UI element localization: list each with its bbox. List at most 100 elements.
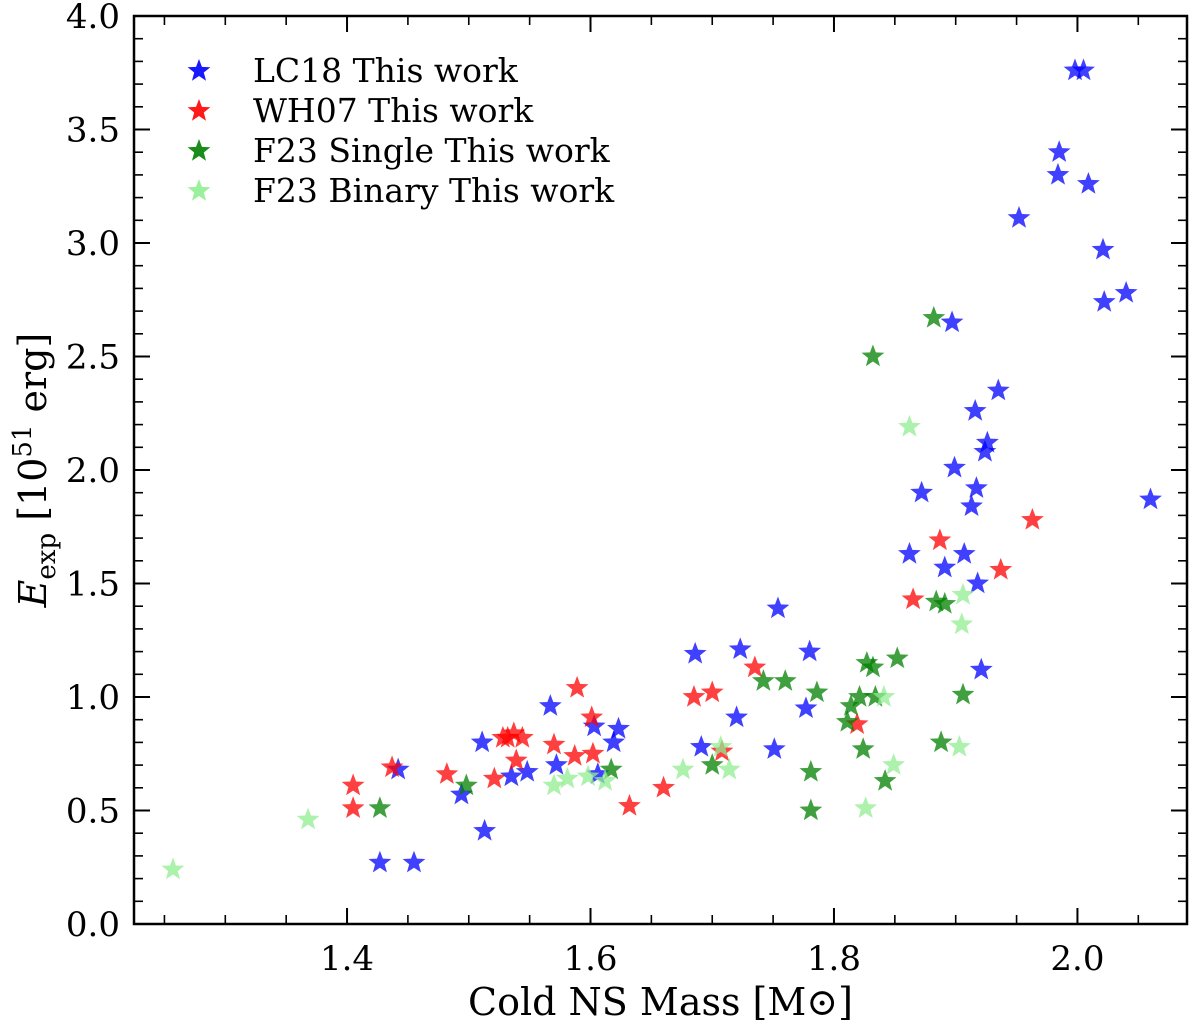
data-point-series-0 bbox=[910, 480, 934, 503]
y-tick-label: 0.5 bbox=[66, 792, 120, 832]
data-point-series-0 bbox=[1046, 162, 1070, 185]
data-point-series-2 bbox=[835, 709, 859, 732]
data-point-series-1 bbox=[341, 773, 365, 796]
data-point-series-1 bbox=[901, 587, 925, 610]
data-point-series-0 bbox=[898, 541, 921, 564]
data-point-series-2 bbox=[751, 669, 775, 691]
data-point-series-1 bbox=[700, 680, 724, 703]
data-point-series-1 bbox=[580, 705, 604, 728]
data-point-series-0 bbox=[470, 730, 494, 753]
data-point-series-0 bbox=[1007, 206, 1031, 228]
data-point-series-2 bbox=[454, 773, 478, 796]
data-point-series-2 bbox=[368, 796, 392, 818]
data-point-series-3 bbox=[593, 768, 617, 791]
data-point-series-0 bbox=[966, 571, 990, 594]
data-point-series-0 bbox=[762, 737, 786, 759]
y-tick-label: 1.0 bbox=[66, 678, 120, 718]
legend-marker bbox=[187, 139, 211, 161]
data-point-series-0 bbox=[973, 439, 997, 462]
data-point-series-0 bbox=[607, 716, 630, 739]
y-tick-label: 2.5 bbox=[66, 338, 120, 378]
data-point-series-1 bbox=[542, 732, 566, 755]
data-point-series-2 bbox=[839, 694, 863, 716]
x-tick-label: 1.4 bbox=[320, 939, 374, 979]
data-point-series-1 bbox=[1020, 507, 1044, 530]
y-tick-label: 4.0 bbox=[66, 0, 120, 37]
data-point-series-0 bbox=[728, 637, 752, 660]
data-point-series-2 bbox=[885, 646, 909, 669]
x-axis-label: Cold NS Mass [M⊙] bbox=[468, 980, 853, 1024]
data-point-series-3 bbox=[947, 734, 971, 757]
data-point-series-1 bbox=[341, 796, 365, 818]
data-point-series-1 bbox=[482, 766, 506, 789]
legend-marker bbox=[187, 99, 211, 121]
data-point-series-0 bbox=[1072, 58, 1095, 81]
data-point-series-0 bbox=[689, 734, 713, 757]
data-point-series-3 bbox=[951, 582, 975, 605]
data-point-series-0 bbox=[975, 430, 999, 453]
data-point-series-0 bbox=[473, 818, 497, 841]
data-point-series-0 bbox=[963, 398, 987, 421]
data-point-series-2 bbox=[951, 682, 975, 705]
data-point-series-0 bbox=[952, 541, 976, 564]
data-point-series-0 bbox=[725, 705, 748, 728]
tick-labels: 1.4 1.6 1.8 2.0 0.0 0.5 1.0 1.5 2.0 2.5 3.0 3.5 4.0 bbox=[66, 0, 1105, 979]
y-tick-label: 2.0 bbox=[66, 451, 120, 491]
data-point-series-0 bbox=[798, 639, 822, 662]
y-tick-label: 3.0 bbox=[66, 224, 120, 264]
legend-marker bbox=[187, 179, 211, 201]
data-point-series-0 bbox=[940, 310, 964, 333]
data-point-series-0 bbox=[1076, 171, 1100, 194]
data-point-series-1 bbox=[682, 685, 706, 707]
data-point-series-3 bbox=[542, 773, 566, 796]
data-point-series-3 bbox=[576, 764, 600, 787]
data-point-series-2 bbox=[848, 685, 871, 707]
data-point-series-0 bbox=[386, 757, 410, 780]
data-point-series-1 bbox=[989, 557, 1013, 580]
data-point-series-0 bbox=[1139, 487, 1162, 510]
data-point-series-0 bbox=[1092, 290, 1116, 312]
data-point-series-2 bbox=[773, 669, 797, 691]
data-point-series-0 bbox=[986, 378, 1010, 401]
data-point-series-2 bbox=[933, 591, 957, 614]
data-point-series-3 bbox=[709, 734, 733, 757]
data-point-series-0 bbox=[538, 694, 562, 716]
data-point-series-3 bbox=[671, 757, 695, 780]
data-point-series-2 bbox=[700, 753, 724, 775]
data-point-series-1 bbox=[652, 775, 675, 798]
y-tick-label: 3.5 bbox=[66, 111, 120, 151]
data-point-series-3 bbox=[296, 807, 320, 830]
data-point-series-3 bbox=[872, 685, 896, 707]
data-point-series-3 bbox=[717, 757, 741, 780]
data-point-series-2 bbox=[599, 757, 623, 780]
legend-label: F23 Single This work bbox=[253, 131, 611, 170]
x-tick-label: 1.8 bbox=[807, 939, 861, 979]
x-tick-label: 1.6 bbox=[563, 939, 617, 979]
data-point-series-0 bbox=[766, 596, 790, 619]
data-point-series-0 bbox=[499, 764, 523, 787]
data-point-series-0 bbox=[969, 657, 993, 680]
data-point-series-2 bbox=[861, 655, 885, 678]
data-point-series-0 bbox=[1047, 140, 1071, 162]
data-point-series-2 bbox=[922, 305, 946, 328]
data-point-series-1 bbox=[618, 793, 641, 816]
data-point-series-1 bbox=[845, 712, 869, 734]
data-point-series-2 bbox=[855, 650, 879, 673]
data-point-series-1 bbox=[743, 655, 767, 678]
data-point-series-0 bbox=[582, 714, 606, 737]
data-point-series-3 bbox=[898, 414, 921, 437]
data-point-series-3 bbox=[161, 857, 185, 880]
x-tick-label: 2.0 bbox=[1050, 939, 1104, 979]
data-point-series-2 bbox=[799, 798, 823, 821]
data-point-series-1 bbox=[565, 675, 589, 698]
data-point-series-0 bbox=[960, 494, 983, 517]
data-points bbox=[161, 58, 1162, 880]
data-point-series-1 bbox=[563, 744, 587, 766]
data-point-series-2 bbox=[805, 680, 829, 703]
data-point-series-3 bbox=[882, 753, 906, 775]
data-point-series-0 bbox=[683, 641, 707, 664]
data-point-series-0 bbox=[1114, 280, 1138, 303]
y-tick-label: 0.0 bbox=[66, 905, 120, 945]
data-point-series-0 bbox=[602, 730, 626, 753]
